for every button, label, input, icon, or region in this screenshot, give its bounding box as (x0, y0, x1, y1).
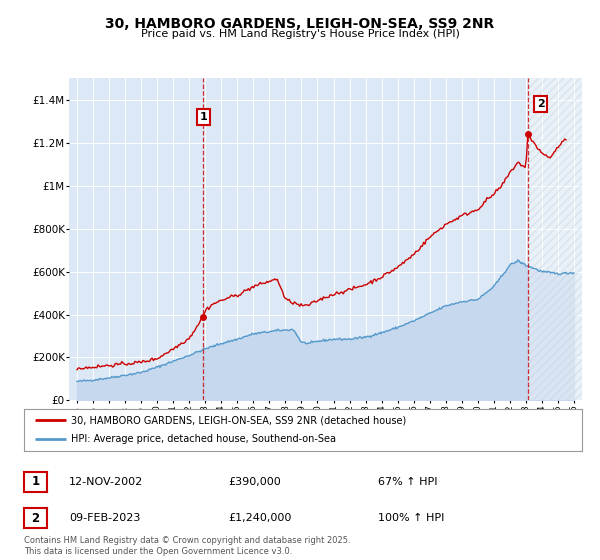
Text: 2: 2 (537, 99, 545, 109)
Text: 09-FEB-2023: 09-FEB-2023 (69, 513, 140, 523)
Text: 1: 1 (31, 475, 40, 488)
Text: 30, HAMBORO GARDENS, LEIGH-ON-SEA, SS9 2NR (detached house): 30, HAMBORO GARDENS, LEIGH-ON-SEA, SS9 2… (71, 415, 407, 425)
Text: 67% ↑ HPI: 67% ↑ HPI (378, 477, 437, 487)
Text: 30, HAMBORO GARDENS, LEIGH-ON-SEA, SS9 2NR: 30, HAMBORO GARDENS, LEIGH-ON-SEA, SS9 2… (106, 17, 494, 31)
Text: £390,000: £390,000 (228, 477, 281, 487)
Text: HPI: Average price, detached house, Southend-on-Sea: HPI: Average price, detached house, Sout… (71, 435, 337, 445)
Text: £1,240,000: £1,240,000 (228, 513, 292, 523)
Text: 12-NOV-2002: 12-NOV-2002 (69, 477, 143, 487)
Text: 2: 2 (31, 511, 40, 525)
Text: Contains HM Land Registry data © Crown copyright and database right 2025.
This d: Contains HM Land Registry data © Crown c… (24, 536, 350, 556)
Text: 100% ↑ HPI: 100% ↑ HPI (378, 513, 445, 523)
Text: Price paid vs. HM Land Registry's House Price Index (HPI): Price paid vs. HM Land Registry's House … (140, 29, 460, 39)
Text: 1: 1 (199, 112, 207, 122)
